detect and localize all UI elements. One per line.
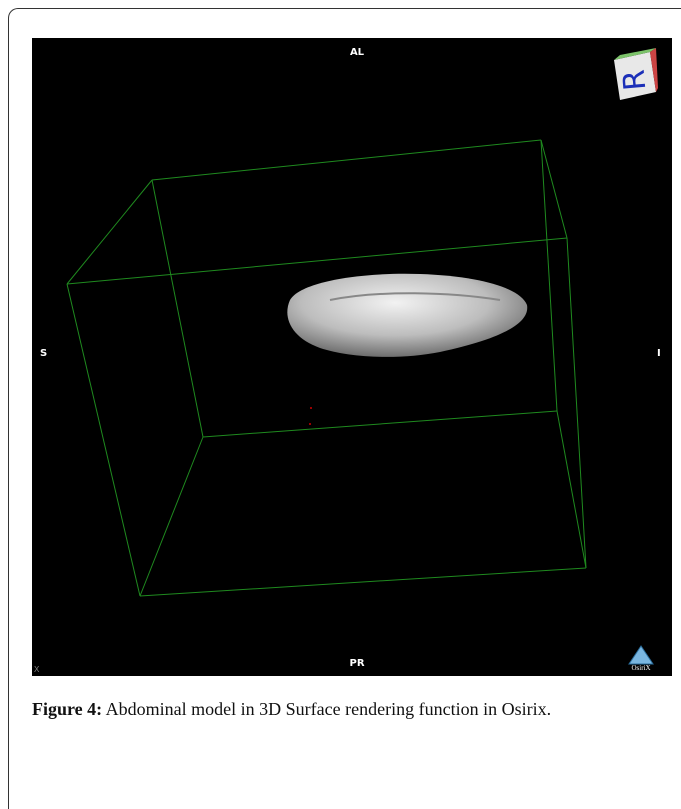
page: AL S I PR X R OsiriX Figure 4: Abdominal… [0,0,681,787]
render-view: AL S I PR X R OsiriX [32,38,672,676]
orientation-label: PR [349,658,364,669]
background [32,38,672,676]
caption-label: Figure 4: [32,699,102,719]
caption: Figure 4: Abdominal model in 3D Surface … [32,694,672,724]
orientation-cube: R [614,48,658,100]
logo-text: OsiriX [631,664,650,672]
orientation-label: S [40,348,47,359]
caption-text: Abdominal model in 3D Surface rendering … [106,699,551,719]
marker [309,423,311,425]
orientation-label: AL [350,47,365,58]
cube-label: R [617,68,654,92]
marker [310,407,312,409]
corner-label: X [34,665,40,674]
orientation-label: I [657,348,661,359]
